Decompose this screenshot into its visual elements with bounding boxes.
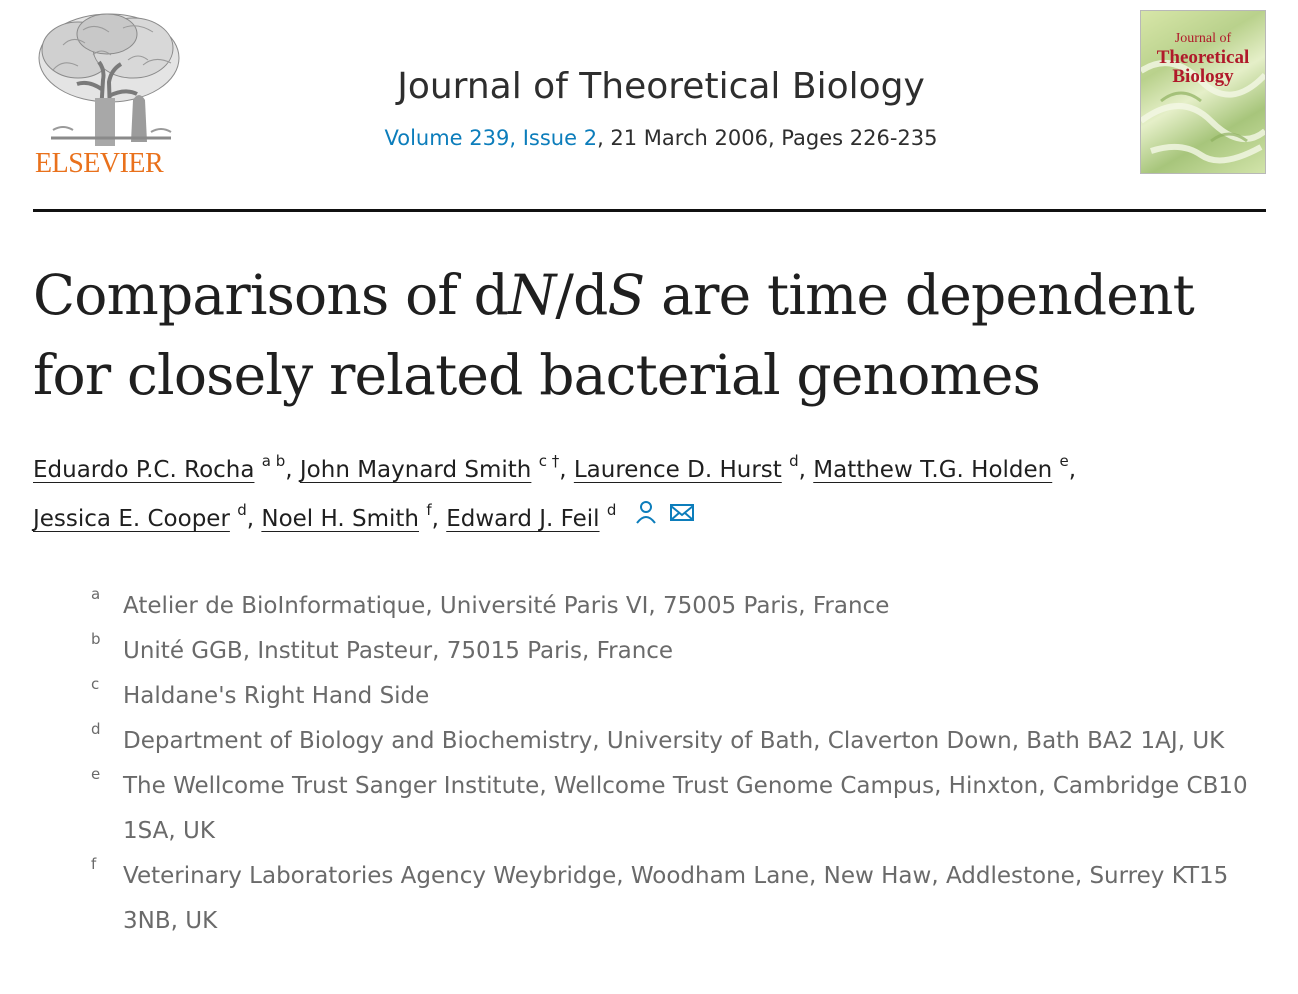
person-icon[interactable]	[632, 495, 660, 544]
elsevier-tree-logo[interactable]	[33, 10, 185, 178]
author-link[interactable]: Noel H. Smith	[261, 506, 420, 532]
author-link[interactable]: Jessica E. Cooper	[33, 506, 230, 532]
author-affiliation-marker[interactable]: a b	[261, 452, 286, 471]
author-affiliation-marker[interactable]: c †	[538, 452, 560, 471]
affiliation-label: a	[91, 585, 101, 603]
affiliation-label: e	[91, 765, 101, 783]
cover-title-line2: Theoretical	[1156, 47, 1250, 68]
author-affiliation-marker[interactable]: d	[237, 501, 247, 520]
author-link[interactable]: John Maynard Smith	[299, 457, 532, 483]
affiliation-text: Haldane's Right Hand Side	[123, 683, 430, 709]
affiliation-item: e The Wellcome Trust Sanger Institute, We…	[88, 764, 1278, 854]
cover-title-line1: Journal of	[1174, 31, 1232, 46]
issue-link[interactable]: Volume 239, Issue 2	[384, 126, 598, 150]
affiliation-item: c Haldane's Right Hand Side	[88, 674, 1278, 719]
issue-info: Volume 239, Issue 2, 21 March 2006, Page…	[0, 126, 1298, 150]
author-affiliation-marker[interactable]: f	[426, 501, 432, 520]
article-title: Comparisons of dN/dS are time dependent …	[33, 255, 1273, 415]
affiliation-text: The Wellcome Trust Sanger Institute, Wel…	[123, 773, 1248, 844]
cover-title-line3: Biology	[1172, 66, 1234, 87]
title-part: are time dependent	[644, 263, 1195, 327]
title-line2: for closely related bacterial genomes	[33, 343, 1041, 407]
author-affiliation-marker[interactable]: d	[606, 501, 617, 520]
affiliation-item: f Veterinary Laboratories Agency Weybridg…	[88, 854, 1278, 944]
title-part: Comparisons of d	[33, 263, 509, 327]
affiliation-item: a Atelier de BioInformatique, Université …	[88, 584, 1278, 629]
cover-title: Journal of Theoretical Biology	[1141, 29, 1265, 86]
affiliation-text: Atelier de BioInformatique, Université P…	[123, 593, 890, 619]
affiliation-label: f	[91, 855, 97, 873]
journal-header: ELSEVIER Journal of Theoretical Biology …	[0, 0, 1298, 212]
journal-cover-thumbnail[interactable]: Journal of Theoretical Biology	[1140, 10, 1266, 174]
title-italic-n: N	[508, 263, 556, 327]
author-list: Eduardo P.C. Rocha a b, John Maynard Smi…	[33, 446, 1273, 544]
author-link[interactable]: Edward J. Feil	[446, 506, 600, 532]
affiliation-item: b Unité GGB, Institut Pasteur, 75015 Pari…	[88, 629, 1278, 674]
affiliation-label: c	[91, 675, 100, 693]
affiliation-list: a Atelier de BioInformatique, Université …	[88, 584, 1278, 944]
email-icon[interactable]	[668, 495, 696, 544]
affiliation-label: d	[91, 720, 101, 738]
title-part: /d	[555, 263, 608, 327]
author-link[interactable]: Matthew T.G. Holden	[813, 457, 1053, 483]
author-affiliation-marker[interactable]: e	[1059, 452, 1069, 471]
author-link[interactable]: Laurence D. Hurst	[573, 457, 782, 483]
publisher-name: ELSEVIER	[35, 148, 164, 179]
affiliation-label: b	[91, 630, 101, 648]
header-divider	[33, 209, 1266, 212]
author-link[interactable]: Eduardo P.C. Rocha	[33, 457, 255, 483]
author-affiliation-marker[interactable]: d	[789, 452, 799, 471]
affiliation-item: d Department of Biology and Biochemistry,…	[88, 719, 1278, 764]
affiliation-text: Unité GGB, Institut Pasteur, 75015 Paris…	[123, 638, 674, 664]
journal-title[interactable]: Journal of Theoretical Biology	[397, 66, 925, 107]
issue-date-pages: , 21 March 2006, Pages 226-235	[597, 126, 938, 150]
affiliation-text: Veterinary Laboratories Agency Weybridge…	[123, 863, 1229, 934]
affiliation-text: Department of Biology and Biochemistry, …	[123, 728, 1225, 754]
title-italic-s: S	[607, 263, 646, 327]
